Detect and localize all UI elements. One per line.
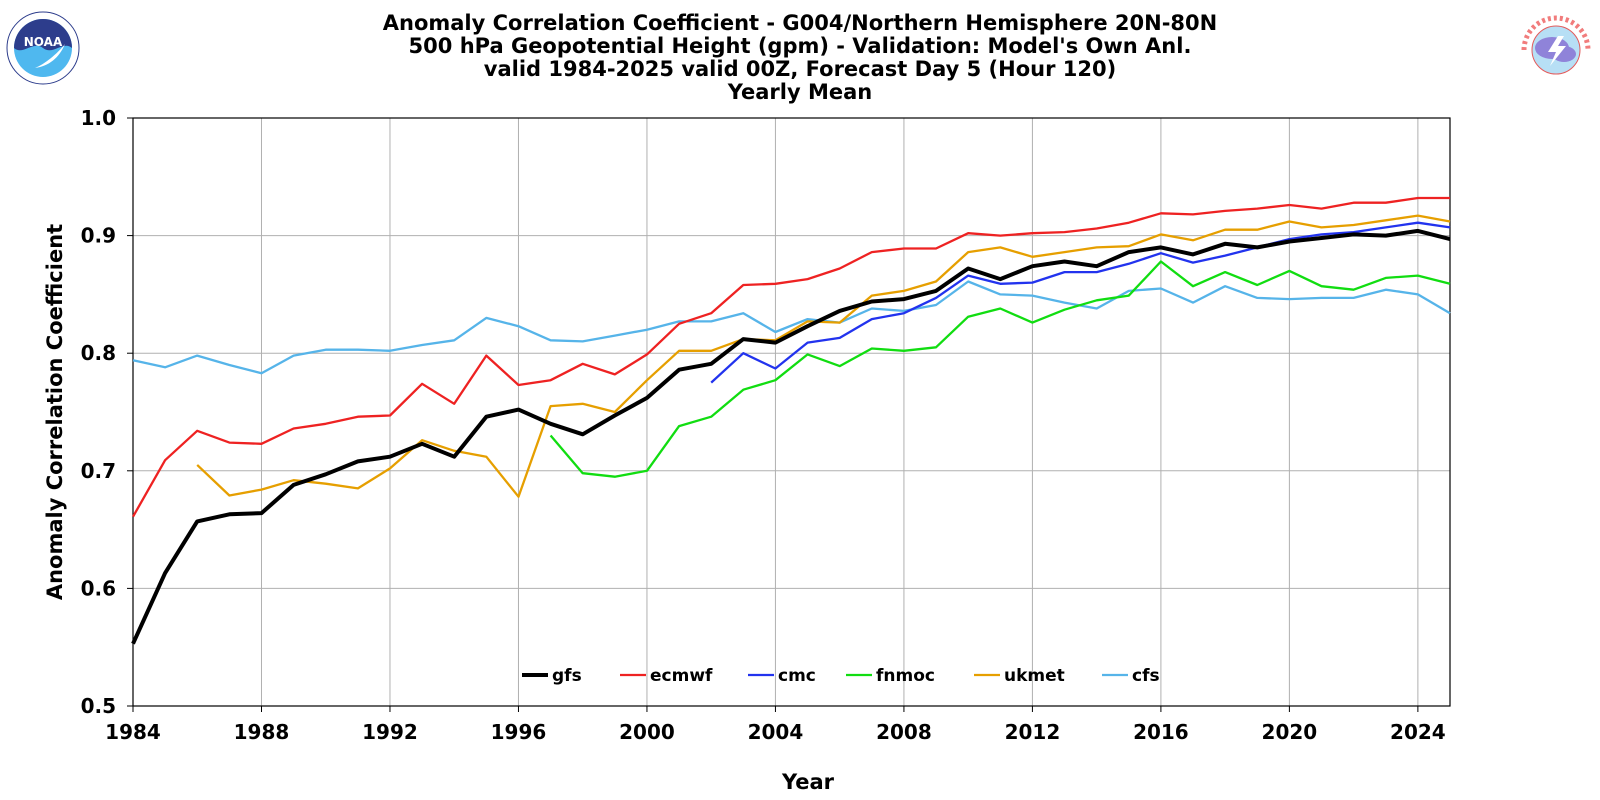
x-tick-label: 2012 [1005, 720, 1061, 744]
y-tick-label: 0.5 [81, 694, 116, 718]
legend-label-ecmwf: ecmwf [650, 666, 713, 686]
x-tick-label: 1984 [105, 720, 161, 744]
series-line-cfs [132, 280, 1451, 375]
chart-subtitle-mean: Yearly Mean [727, 80, 873, 104]
x-tick-label: 1996 [491, 720, 547, 744]
x-tick-label: 1992 [362, 720, 418, 744]
y-tick-label: 0.8 [81, 341, 116, 365]
x-tick-label: 2004 [748, 720, 804, 744]
x-tick-label: 2020 [1262, 720, 1318, 744]
y-tick-label: 0.7 [81, 459, 116, 483]
chart-subtitle-variable: 500 hPa Geopotential Height (gpm) - Vali… [408, 34, 1192, 58]
x-tick-label: 2000 [619, 720, 675, 744]
legend-label-cmc: cmc [778, 666, 816, 686]
noaa-logo: NOAA [6, 11, 80, 85]
plot-area-frame [132, 117, 1451, 707]
chart-title-block: Anomaly Correlation Coefficient - G004/N… [0, 12, 1600, 104]
chart-title: Anomaly Correlation Coefficient - G004/N… [382, 11, 1218, 35]
nws-logo [1520, 12, 1592, 84]
chart-subtitle-valid: valid 1984-2025 valid 00Z, Forecast Day … [483, 57, 1117, 81]
y-tick-label: 0.9 [81, 224, 116, 248]
legend-label-gfs: gfs [552, 666, 582, 686]
series-line-gfs [131, 228, 1451, 645]
x-axis-label: Year [781, 770, 835, 794]
legend-label-fnmoc: fnmoc [876, 666, 935, 686]
series-line-ukmet [196, 214, 1451, 498]
series-line-ecmwf [132, 196, 1450, 518]
grid-lines [132, 117, 1450, 707]
series-lines [131, 196, 1451, 645]
series-line-fnmoc [549, 260, 1451, 478]
legend-label-ukmet: ukmet [1004, 666, 1065, 686]
series-line-cmc [710, 221, 1451, 384]
x-tick-label: 1988 [234, 720, 290, 744]
x-tick-label: 2008 [876, 720, 932, 744]
y-tick-label: 0.6 [81, 576, 116, 600]
x-tick-label: 2024 [1390, 720, 1446, 744]
y-tick-label: 1.0 [81, 106, 116, 130]
noaa-logo-text: NOAA [24, 35, 63, 49]
axis-ticks: 1984 1988 1992 1996 2000 2004 2008 2012 2016 2020… [81, 106, 1446, 744]
x-tick-label: 2016 [1133, 720, 1189, 744]
legend-label-cfs: cfs [1132, 666, 1160, 686]
legend: gfs ecmwf cmc fnmoc ukmet cfs [522, 666, 1160, 686]
y-axis-label: Anomaly Correlation Coefficient [43, 224, 67, 600]
